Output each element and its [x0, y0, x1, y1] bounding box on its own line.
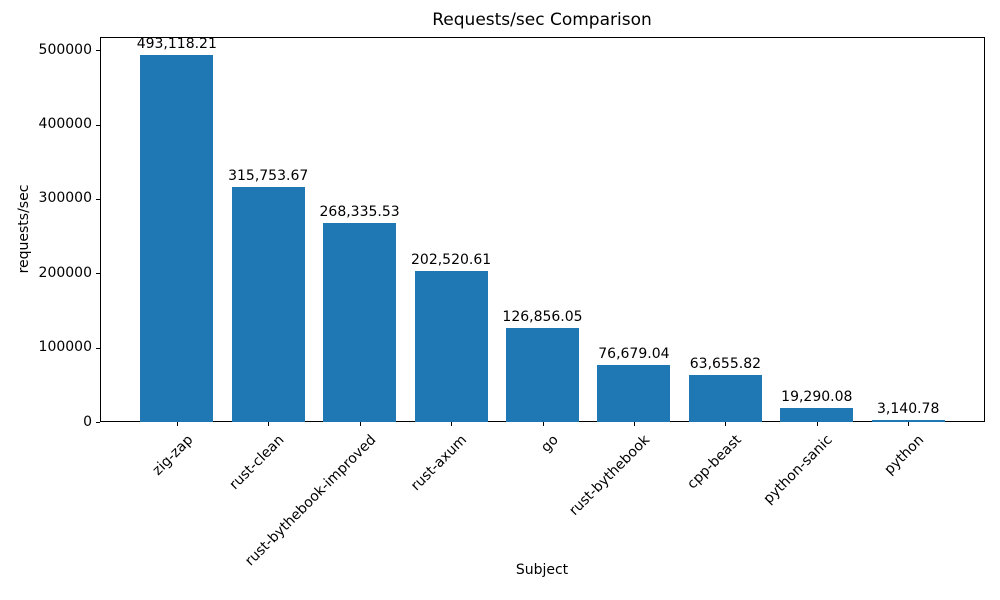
y-tick-mark: [96, 273, 100, 275]
y-tick-label: 0: [83, 413, 92, 430]
y-tick-label: 200000: [38, 264, 92, 281]
bar-value-label: 126,856.05: [502, 308, 583, 325]
x-tick-label: rust-clean: [226, 432, 288, 493]
bar-python-sanic: [780, 407, 854, 422]
bar-rust-bythebook: [597, 365, 671, 422]
bar-zig-zap: [140, 55, 214, 422]
y-tick-mark: [96, 422, 100, 423]
bar-value-label: 63,655.82: [689, 355, 762, 372]
x-axis-label: Subject: [515, 562, 569, 578]
bar-rust-axum: [414, 271, 488, 422]
x-tick-label: python: [881, 432, 928, 478]
bar-rust-bythebook-improved: [323, 222, 397, 422]
x-tick-label: zig-zap: [149, 432, 197, 479]
x-tick-label: cpp-beast: [684, 432, 745, 493]
x-tick-mark: [633, 422, 635, 426]
y-tick-mark: [96, 198, 100, 200]
x-tick-label: go: [538, 432, 562, 456]
y-tick-label: 300000: [38, 190, 92, 207]
bar-go: [505, 327, 579, 422]
bar-value-label: 268,335.53: [319, 203, 400, 220]
bar-value-label: 202,520.61: [411, 252, 492, 269]
x-tick-mark: [176, 422, 178, 426]
x-tick-mark: [359, 422, 361, 426]
y-tick-mark: [96, 124, 100, 126]
x-tick-label: python-sanic: [760, 432, 837, 508]
y-tick-label: 400000: [38, 116, 92, 133]
x-tick-mark: [725, 422, 727, 426]
x-tick-mark: [908, 422, 910, 426]
bar-rust-clean: [231, 187, 305, 422]
x-tick-mark: [268, 422, 270, 426]
y-tick-label: 100000: [38, 339, 92, 356]
chart-title: Requests/sec Comparison: [432, 10, 652, 30]
y-tick-label: 500000: [38, 41, 92, 58]
y-axis-label: requests/sec: [16, 184, 32, 274]
y-tick-mark: [96, 50, 100, 52]
x-tick-mark: [816, 422, 818, 426]
x-tick-label: rust-axum: [408, 432, 471, 495]
bar-value-label: 493,118.21: [136, 36, 217, 53]
bar-cpp-beast: [688, 374, 762, 422]
x-tick-mark: [451, 422, 453, 426]
bar-python: [871, 419, 945, 422]
y-tick-mark: [96, 347, 100, 349]
bar-value-label: 19,290.08: [781, 388, 853, 405]
bar-value-label: 3,140.78: [877, 400, 940, 417]
bar-value-label: 315,753.67: [228, 168, 309, 185]
x-tick-mark: [542, 422, 544, 426]
x-tick-label: rust-bythebook: [566, 432, 654, 519]
bar-value-label: 76,679.04: [598, 346, 670, 362]
